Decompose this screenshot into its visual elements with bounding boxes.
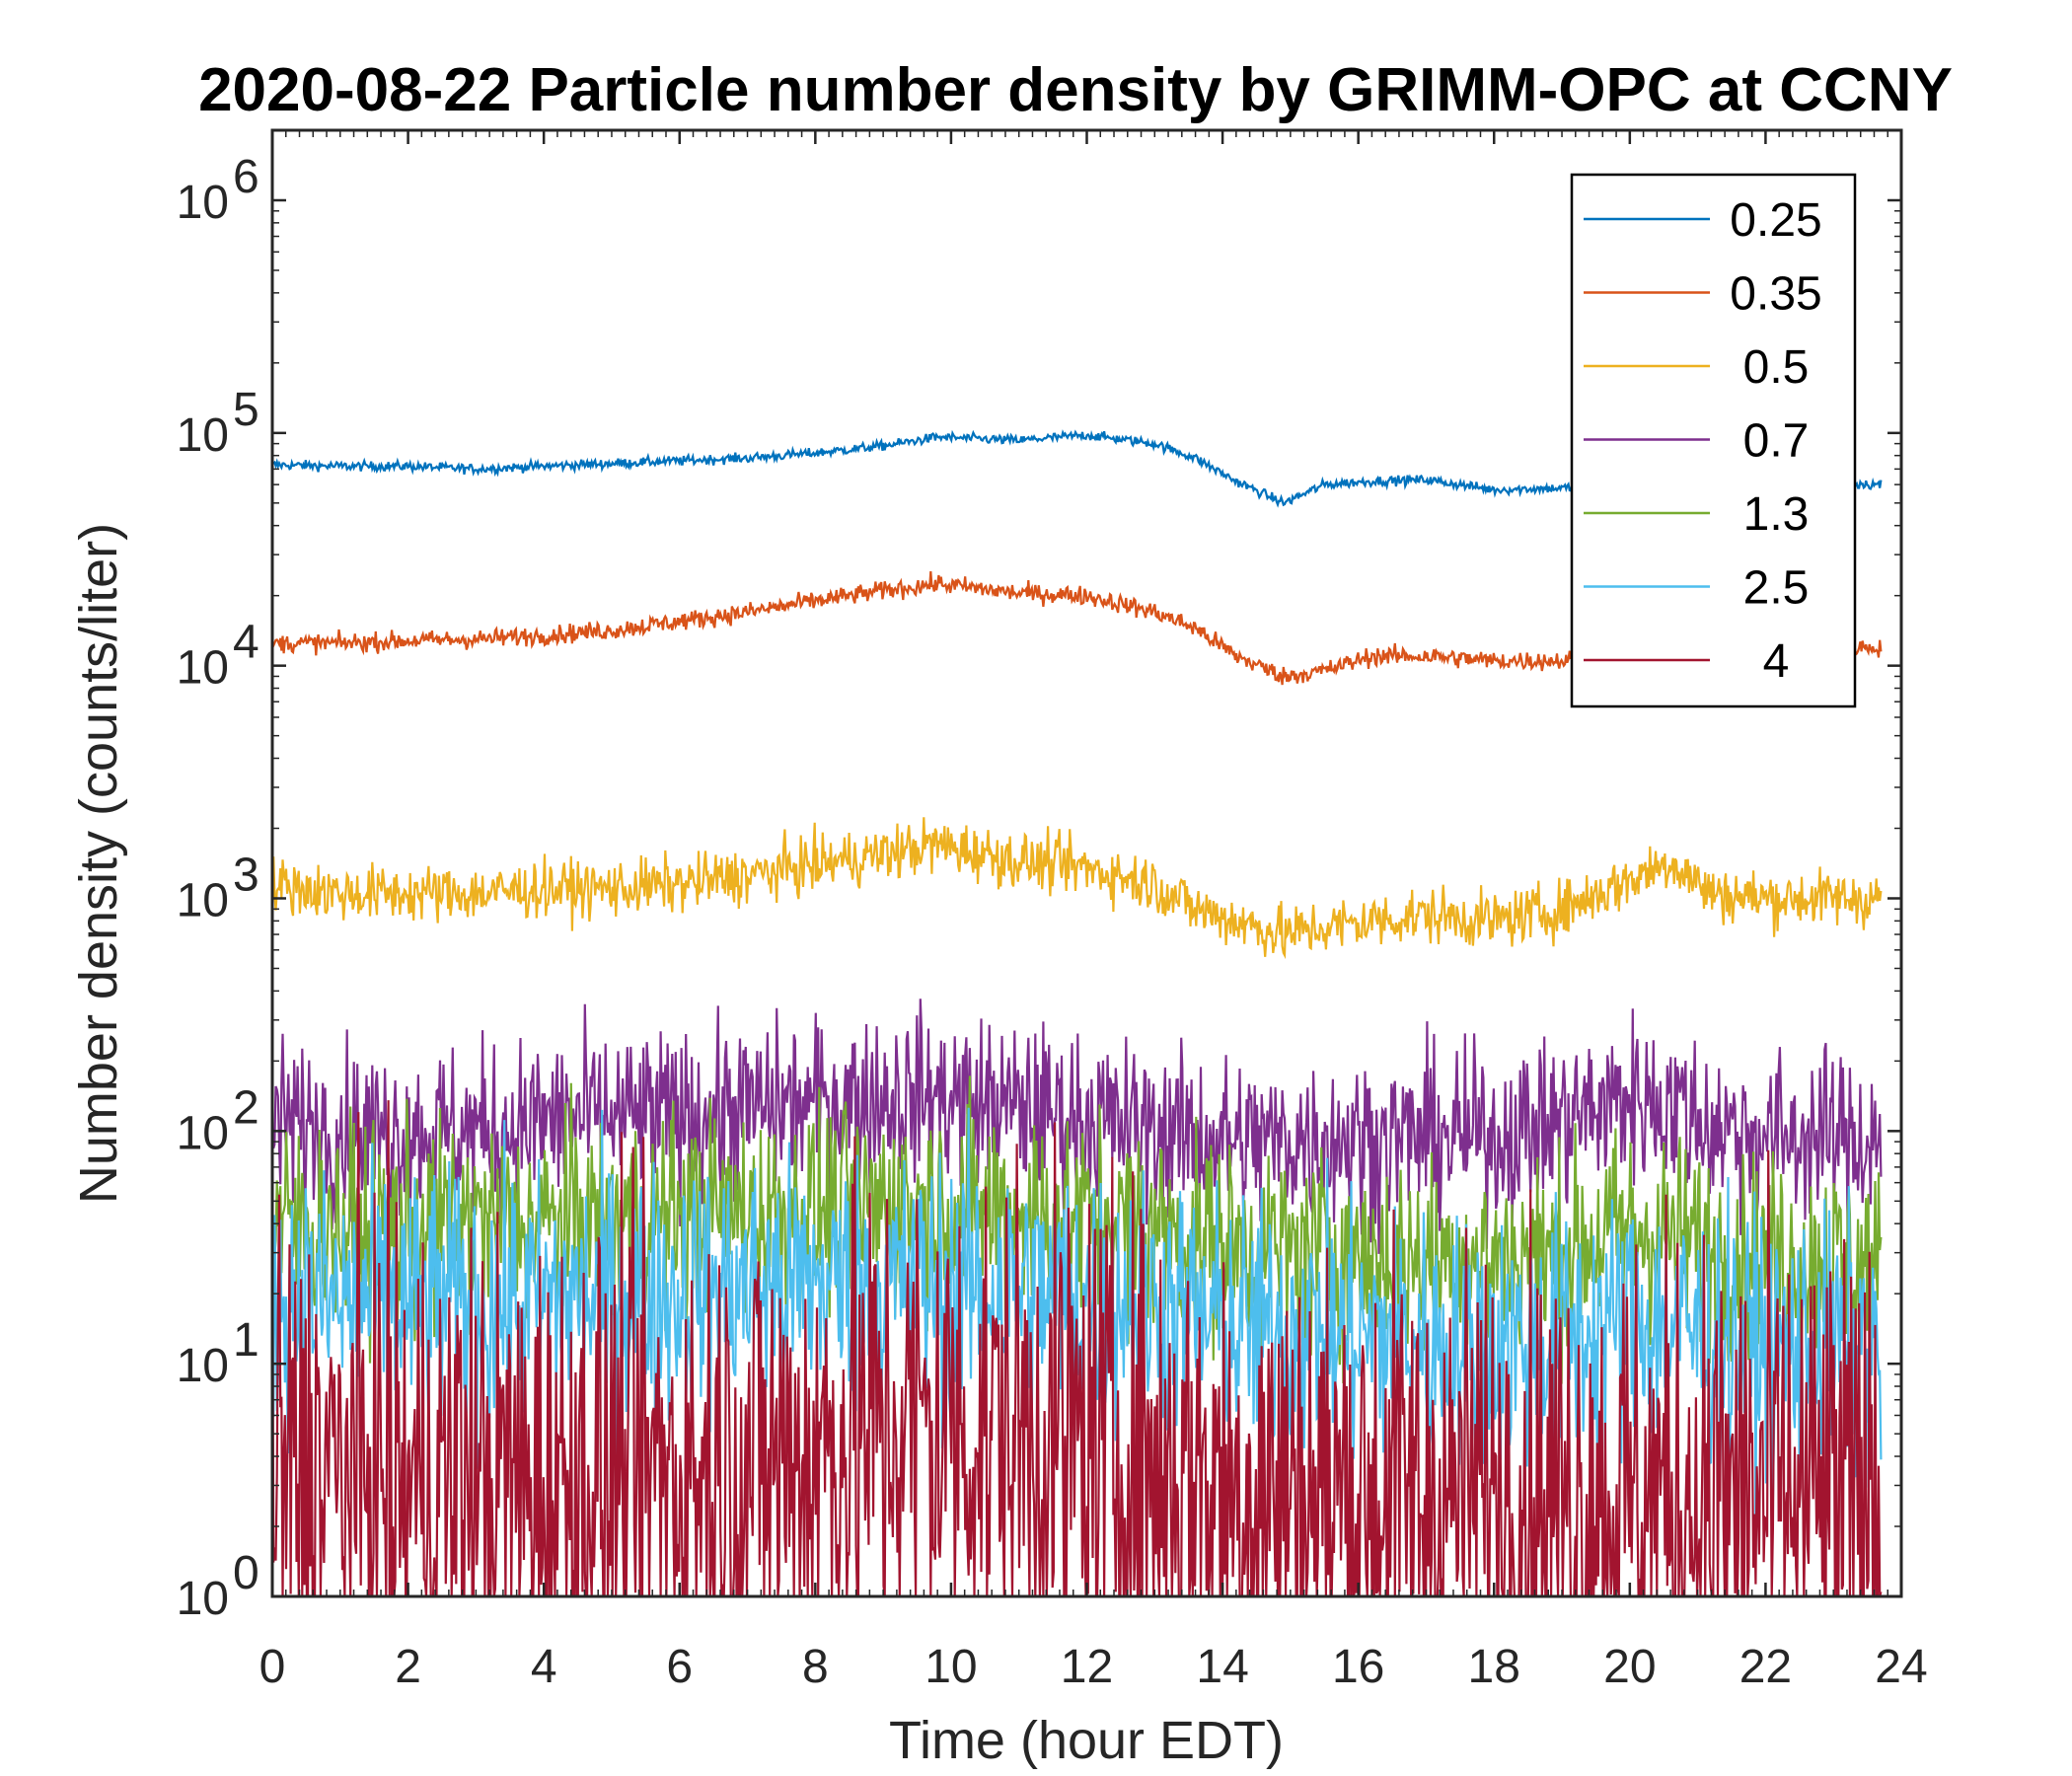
x-tick-label: 24 [1875,1641,1927,1693]
y-tick-exponent: 1 [233,1314,259,1367]
legend-label-0.25: 0.25 [1730,194,1821,247]
legend-label-2.5: 2.5 [1743,562,1810,615]
x-tick-label: 22 [1739,1641,1792,1693]
y-tick-exponent: 5 [233,384,259,436]
legend-label-0.5: 0.5 [1743,341,1810,394]
x-tick-label: 6 [666,1641,693,1693]
x-tick-label: 4 [531,1641,557,1693]
x-tick-label: 14 [1196,1641,1248,1693]
legend-label-1.3: 1.3 [1743,488,1810,541]
x-tick-label: 12 [1061,1641,1113,1693]
x-tick-labels: 0 2 4 6 8 10 12 14 16 18 20 22 24 [259,1641,1928,1693]
y-tick-label: 10 [177,1573,229,1625]
x-tick-label: 8 [802,1641,829,1693]
x-tick-label: 20 [1603,1641,1656,1693]
legend-label-4: 4 [1763,635,1790,688]
y-tick-exponent: 4 [233,617,259,669]
y-tick-exponent: 6 [233,151,259,203]
y-tick-label: 10 [177,1107,229,1159]
y-tick-label: 10 [177,642,229,695]
x-tick-label: 18 [1468,1641,1520,1693]
y-tick-exponent: 2 [233,1081,259,1134]
x-tick-label: 10 [925,1641,977,1693]
plot-lines [270,429,1883,1598]
x-axis-label: Time (hour EDT) [889,1711,1284,1770]
series-line-0.5 [270,817,1883,960]
y-tick-exponent: 0 [233,1547,259,1599]
axis-ticks [270,130,1903,1598]
legend: 0.25 0.35 0.5 0.7 1.3 2.5 4 [1570,173,1857,708]
legend-items: 0.25 0.35 0.5 0.7 1.3 2.5 4 [1584,194,1822,688]
y-tick-exponent: 3 [233,849,259,901]
series-line-1.3 [270,1075,1883,1384]
y-axis-label: Number density (counts/liter) [69,523,128,1204]
chart-title: 2020-08-22 Particle number density by GR… [198,56,1953,124]
x-tick-label: 2 [395,1641,421,1693]
legend-label-0.7: 0.7 [1743,415,1810,468]
y-tick-label: 10 [177,177,229,229]
x-tick-label: 0 [259,1641,286,1693]
y-tick-label: 10 [177,874,229,926]
x-tick-label: 16 [1332,1641,1384,1693]
legend-label-0.35: 0.35 [1730,268,1821,321]
y-tick-label: 10 [177,409,229,462]
series-line-4 [270,1100,1883,1598]
y-tick-label: 10 [177,1340,229,1392]
